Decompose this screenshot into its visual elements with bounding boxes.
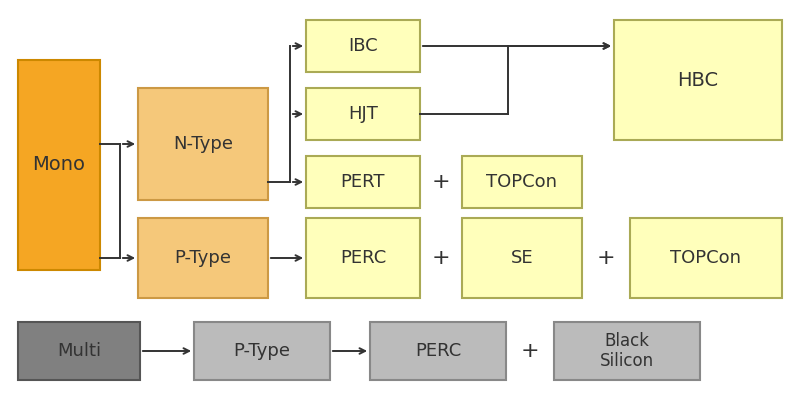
Text: +: + <box>432 248 450 268</box>
Bar <box>630 218 782 298</box>
Text: Black
Silicon: Black Silicon <box>600 332 654 370</box>
Bar <box>554 322 700 380</box>
Bar <box>462 156 582 208</box>
Bar <box>306 88 420 140</box>
Text: N-Type: N-Type <box>173 135 233 153</box>
Bar <box>194 322 330 380</box>
Text: TOPCon: TOPCon <box>670 249 742 267</box>
Text: TOPCon: TOPCon <box>486 173 558 191</box>
Text: Mono: Mono <box>33 156 86 174</box>
Bar <box>614 20 782 140</box>
Text: IBC: IBC <box>348 37 378 55</box>
Bar <box>370 322 506 380</box>
Bar <box>138 218 268 298</box>
Text: P-Type: P-Type <box>174 249 231 267</box>
Text: Multi: Multi <box>57 342 101 360</box>
Text: SE: SE <box>510 249 534 267</box>
Bar <box>138 88 268 200</box>
Text: +: + <box>521 341 539 361</box>
Bar <box>306 156 420 208</box>
Bar <box>18 60 100 270</box>
Text: HJT: HJT <box>348 105 378 123</box>
Text: P-Type: P-Type <box>234 342 290 360</box>
Text: PERC: PERC <box>340 249 386 267</box>
Text: +: + <box>432 172 450 192</box>
Text: +: + <box>597 248 615 268</box>
Text: HBC: HBC <box>678 70 718 90</box>
Bar <box>18 322 140 380</box>
Bar <box>306 218 420 298</box>
Text: PERT: PERT <box>341 173 386 191</box>
Bar <box>306 20 420 72</box>
Bar <box>462 218 582 298</box>
Text: PERC: PERC <box>415 342 461 360</box>
